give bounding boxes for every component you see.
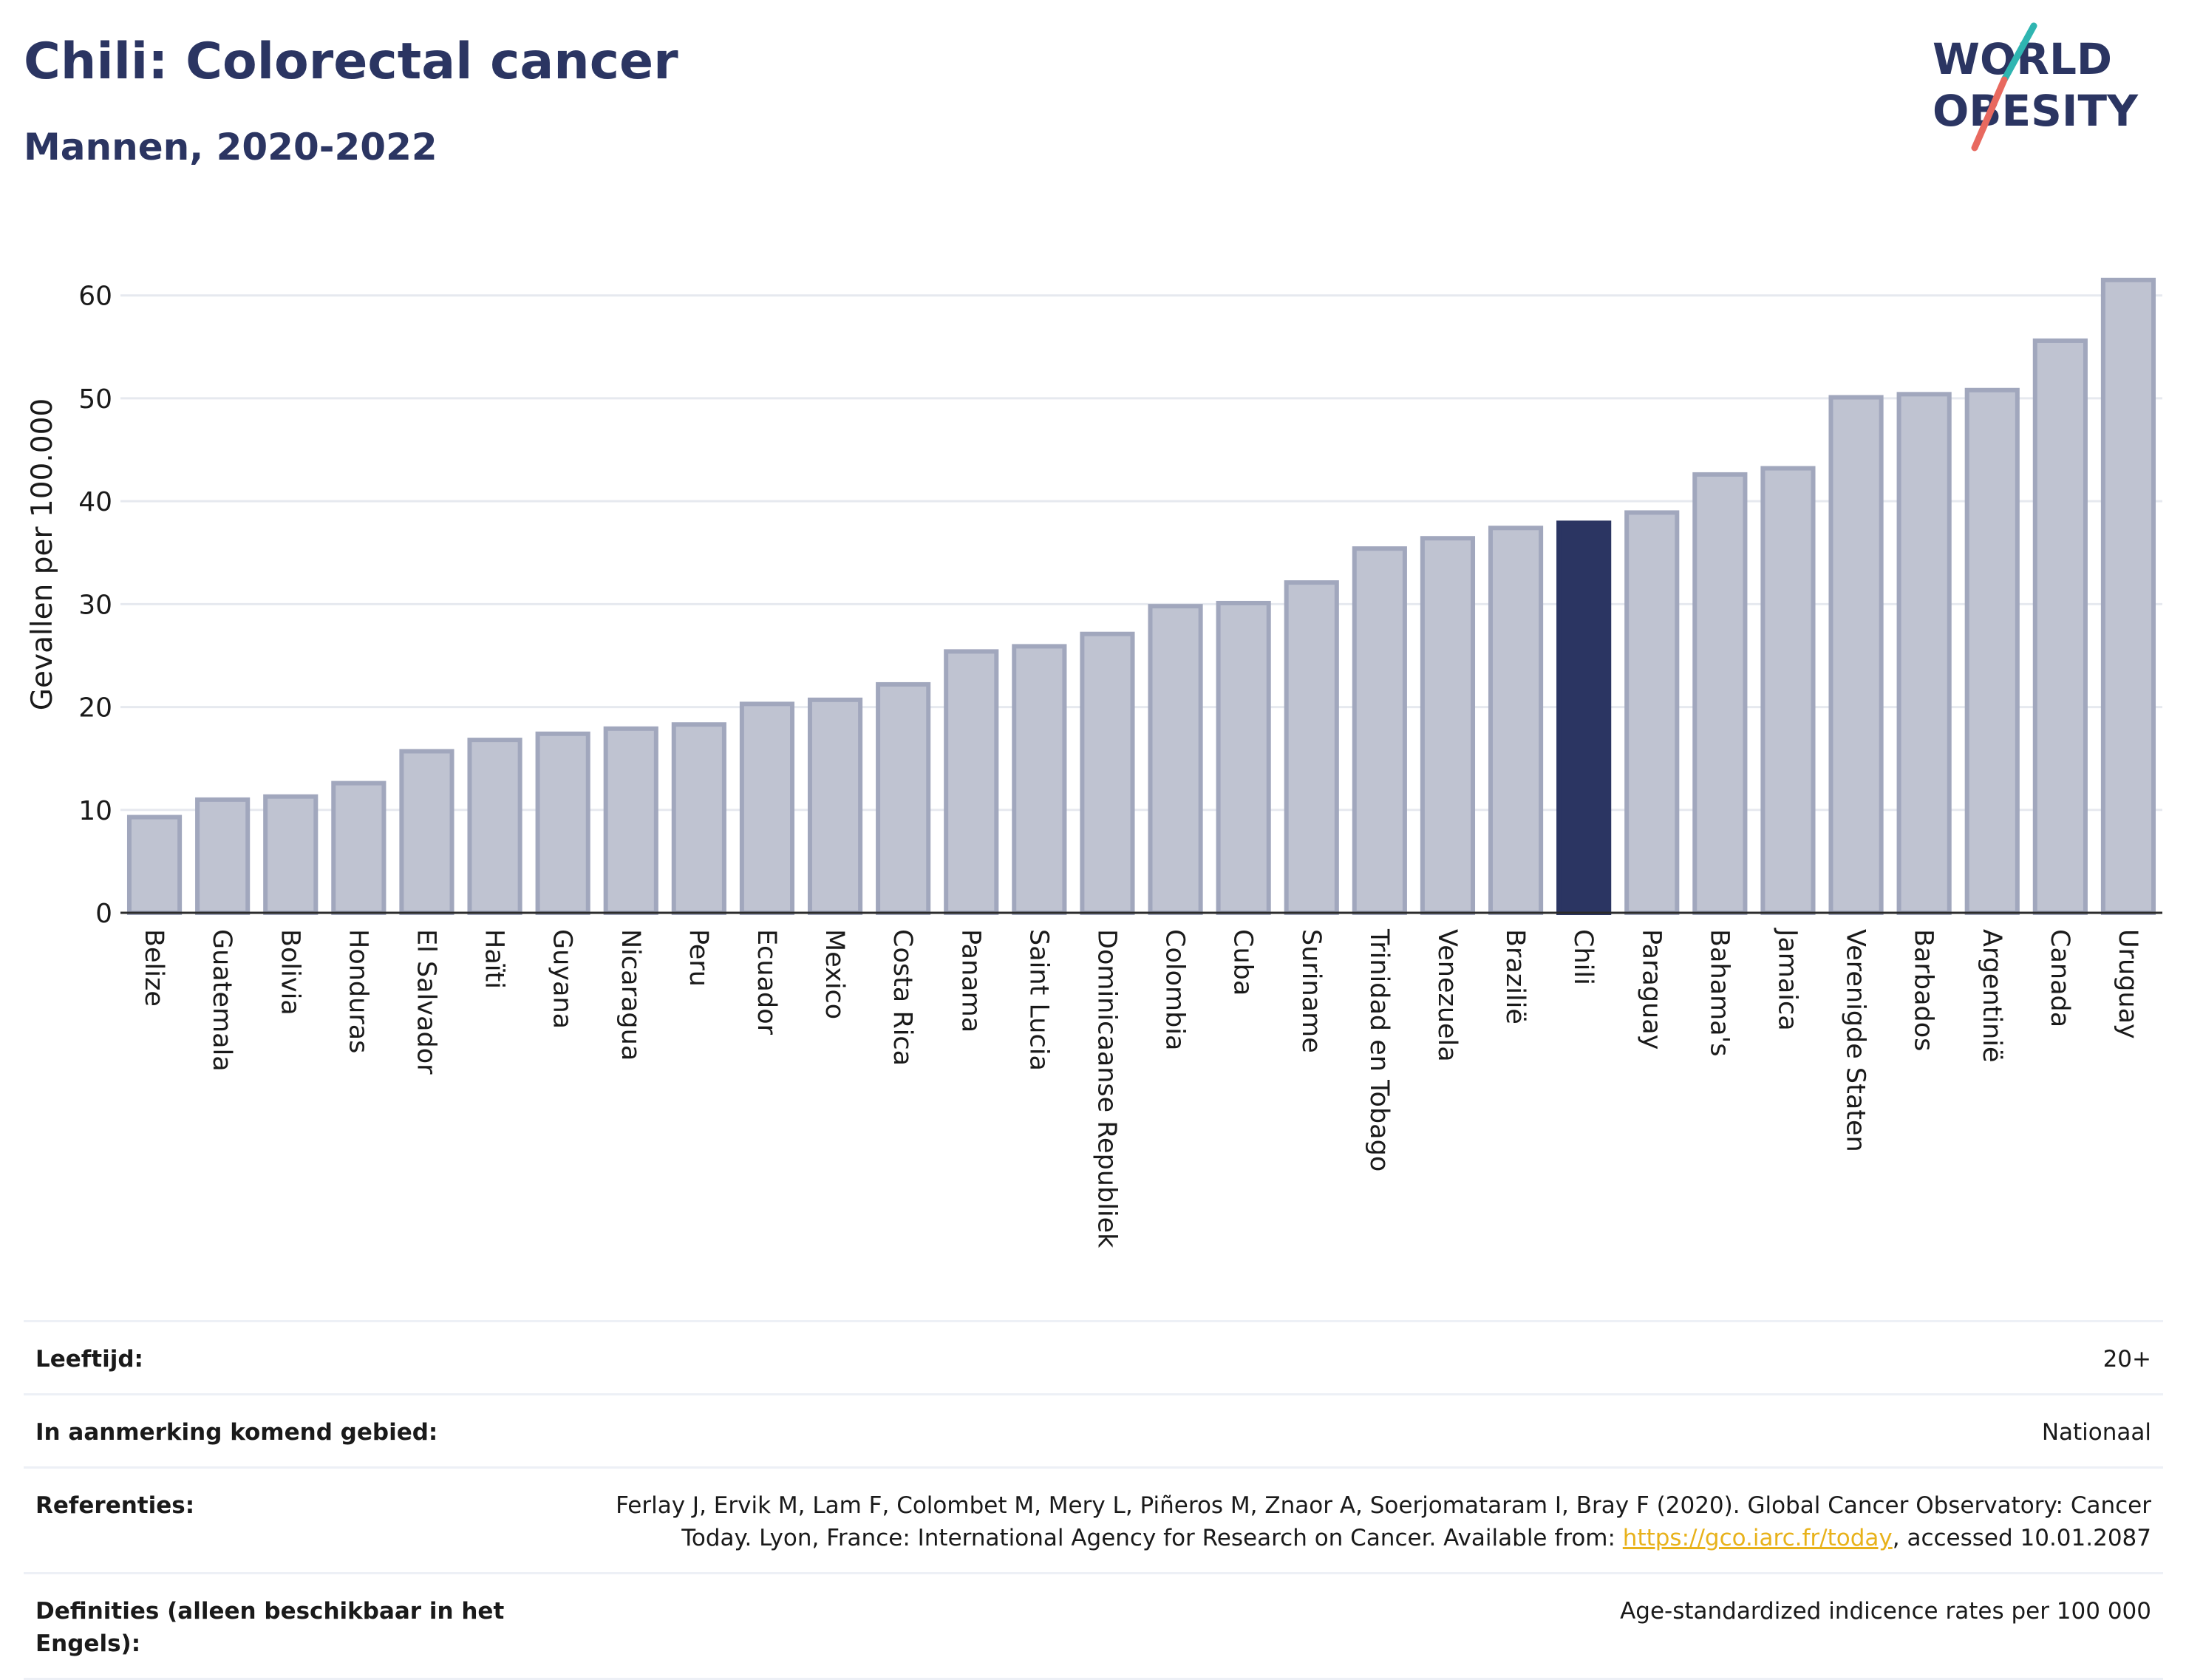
bar (331, 781, 387, 915)
bar (1148, 604, 1203, 915)
y-tick-label: 10 (78, 796, 112, 826)
x-tick-label: Uruguay (2113, 929, 2142, 1039)
x-tick-label: Barbados (1909, 929, 1938, 1051)
x-tick-label: Brazilië (1500, 929, 1530, 1024)
logo-line2: OBESITY (1933, 86, 2139, 136)
bar (876, 681, 931, 915)
y-tick-label: 60 (78, 282, 112, 312)
age-label: Leeftijd: (35, 1346, 143, 1373)
x-tick-label: Nicaragua (616, 929, 645, 1061)
bar (603, 726, 658, 916)
x-tick-label: Trinidad en Tobago (1364, 928, 1394, 1171)
y-tick-label: 0 (95, 899, 112, 929)
bar (739, 701, 795, 915)
label-layer: Belize Guatemala Bolivia Honduras El Salvado… (139, 928, 2142, 1248)
x-tick-label: Venezuela (1432, 929, 1462, 1062)
bar (1216, 600, 1271, 915)
bar (2032, 338, 2088, 916)
x-tick-label: Verenigde Staten (1841, 929, 1870, 1152)
y-tick-label: 50 (78, 384, 112, 415)
x-tick-label: Colombia (1160, 929, 1190, 1050)
info-table: Leeftijd: 20+ In aanmerking komend gebie… (24, 1320, 2163, 1680)
x-tick-label: Dominicaanse Republiek (1092, 929, 1121, 1248)
bar (1692, 472, 1748, 916)
bar (1964, 387, 2020, 915)
grid-layer: 0 10 20 30 40 50 60 (78, 282, 2162, 929)
bar (1556, 520, 1612, 915)
world-obesity-logo: WORLD OBESITY (1933, 22, 2139, 152)
references-label: Referenties: (35, 1492, 195, 1519)
bar (467, 738, 522, 915)
bar (399, 749, 454, 916)
references-text: Ferlay J, Ervik M, Lam F, Colombet M, Me… (616, 1492, 2151, 1551)
bar (2100, 277, 2156, 915)
bar (263, 794, 319, 915)
y-tick-label: 40 (78, 487, 112, 517)
x-tick-label: Haïti (480, 929, 509, 989)
bar (1012, 644, 1067, 916)
logo-slash-teal (2001, 22, 2037, 84)
bar-chart: 0 10 20 30 40 50 60 Belize Guatemala Bolivia Hond… (26, 277, 2162, 1248)
y-axis-label: Gevallen per 100.000 (26, 398, 59, 710)
references-link[interactable]: https://gco.iarc.fr/today (1622, 1525, 1893, 1551)
bar (535, 731, 590, 916)
bar (1284, 580, 1339, 915)
bar (944, 649, 999, 916)
x-tick-label: Bahama's (1704, 929, 1734, 1057)
x-tick-label: Mexico (820, 929, 849, 1019)
definitions-label: Definities (alleen beschikbaar in het En… (35, 1598, 505, 1657)
age-value: 20+ (2102, 1346, 2151, 1373)
x-tick-label: El Salvador (411, 929, 440, 1075)
bar (671, 722, 726, 915)
chart-title: Chili: Colorectal cancer (24, 33, 678, 91)
bar (126, 815, 183, 915)
references-value: Ferlay J, Ervik M, Lam F, Colombet M, Me… (538, 1489, 2151, 1554)
bar (1080, 631, 1135, 915)
x-tick-label: Bolivia (275, 929, 304, 1016)
bar (1760, 466, 1816, 915)
x-tick-label: Costa Rica (888, 929, 917, 1066)
info-row-age: Leeftijd: 20+ (24, 1320, 2163, 1393)
bar (807, 697, 863, 915)
area-label: In aanmerking komend gebied: (35, 1419, 438, 1446)
x-tick-label: Ecuador (752, 929, 781, 1035)
bar (1488, 526, 1544, 915)
bar (1828, 395, 1884, 916)
bar (1896, 392, 1952, 915)
x-tick-label: Argentinië (1977, 929, 2006, 1063)
logo-slash-coral (1971, 76, 2008, 152)
bar (195, 797, 251, 915)
y-tick-label: 30 (78, 590, 112, 620)
x-tick-label: Suriname (1296, 929, 1326, 1053)
x-tick-label: Paraguay (1636, 929, 1666, 1050)
x-tick-label: Belize (139, 929, 168, 1007)
x-tick-label: Guatemala (207, 929, 236, 1072)
info-row-references: Referenties: Ferlay J, Ervik M, Lam F, C… (24, 1466, 2163, 1572)
bar (1624, 510, 1680, 915)
x-tick-label: Saint Lucia (1024, 929, 1053, 1071)
chart-subtitle: Mannen, 2020-2022 (24, 126, 437, 169)
x-tick-label: Cuba (1228, 929, 1258, 996)
bar-layer (120, 277, 2162, 916)
bar (1352, 546, 1407, 915)
x-tick-label: Peru (684, 929, 713, 987)
area-value: Nationaal (2041, 1419, 2151, 1446)
x-tick-label: Jamaica (1772, 928, 1802, 1031)
x-tick-label: Chili (1568, 929, 1598, 985)
info-row-definitions: Definities (alleen beschikbaar in het En… (24, 1572, 2163, 1680)
x-tick-label: Panama (956, 929, 985, 1033)
info-row-area: In aanmerking komend gebied: Nationaal (24, 1393, 2163, 1466)
x-tick-label: Honduras (343, 929, 372, 1053)
x-tick-label: Guyana (548, 929, 577, 1029)
definitions-value: Age-standardized indicence rates per 100… (1620, 1598, 2151, 1625)
x-tick-label: Canada (2045, 929, 2074, 1027)
y-tick-label: 20 (78, 693, 112, 724)
bar (1420, 536, 1476, 915)
references-accessed: , accessed 10.01.2087 (1892, 1525, 2151, 1551)
